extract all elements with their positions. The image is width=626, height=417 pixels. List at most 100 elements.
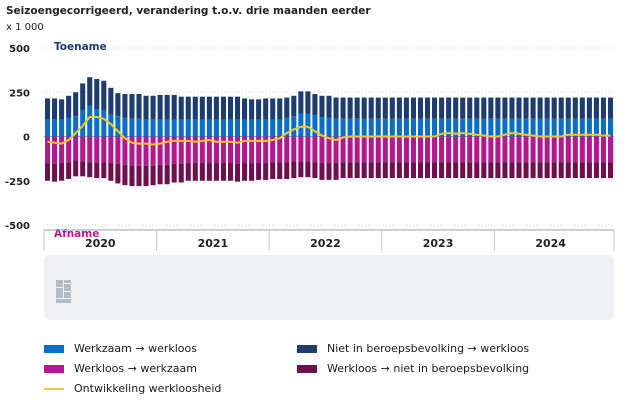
bar-2-47 <box>375 136 381 163</box>
bar-0-56 <box>439 118 445 137</box>
bar-0-80 <box>607 118 614 137</box>
bar-0-21 <box>192 119 198 137</box>
line-layer <box>47 116 611 146</box>
y-tick-label: 0 <box>23 133 30 144</box>
bar-2-59 <box>460 136 466 163</box>
year-label: 2021 <box>198 237 229 250</box>
bar-1-55 <box>432 97 438 119</box>
bar-3-0 <box>44 163 51 181</box>
bar-3-66 <box>509 162 515 179</box>
bar-1-64 <box>495 97 501 119</box>
chart-unit: x 1 000 <box>6 22 44 33</box>
bar-3-67 <box>516 162 522 179</box>
legend-item-werkzaam-werkloos: Werkzaam → werkloos <box>44 342 197 355</box>
bar-2-61 <box>474 136 480 163</box>
bar-0-38 <box>312 115 318 137</box>
bar-1-54 <box>424 97 431 119</box>
bar-2-58 <box>453 136 459 163</box>
line-ontwikkeling-werkloosheid <box>47 116 611 146</box>
bar-2-29 <box>249 136 255 164</box>
bar-2-28 <box>242 136 248 164</box>
bar-1-27 <box>234 96 241 120</box>
bar-2-17 <box>164 136 170 165</box>
bar-3-26 <box>227 163 234 181</box>
bar-0-36 <box>298 113 304 137</box>
legend-swatch <box>297 344 317 353</box>
bar-0-18 <box>171 119 177 137</box>
bar-2-19 <box>178 136 184 164</box>
bar-2-77 <box>586 136 592 163</box>
bar-3-15 <box>150 165 156 186</box>
bar-1-22 <box>199 96 205 120</box>
bar-0-39 <box>319 117 325 137</box>
bar-3-75 <box>572 162 578 179</box>
bar-3-41 <box>333 163 339 180</box>
bar-0-48 <box>382 118 388 137</box>
footer-panel <box>44 255 614 320</box>
bar-3-5 <box>80 161 86 177</box>
bar-0-61 <box>474 118 480 137</box>
bar-0-41 <box>333 118 339 137</box>
bar-2-73 <box>558 136 564 163</box>
bar-1-5 <box>80 83 86 110</box>
bar-2-1 <box>52 136 58 164</box>
bar-0-79 <box>600 118 606 137</box>
y-tick-label: 250 <box>9 88 30 99</box>
bar-0-46 <box>368 118 374 137</box>
bar-2-13 <box>136 136 142 166</box>
bar-0-76 <box>579 118 585 137</box>
bar-0-57 <box>446 118 452 137</box>
bar-0-62 <box>481 118 487 137</box>
bar-1-78 <box>593 97 599 119</box>
bar-1-66 <box>509 97 515 119</box>
bar-2-12 <box>129 136 135 166</box>
bar-3-70 <box>537 162 543 179</box>
bar-0-59 <box>460 118 466 137</box>
bar-3-56 <box>439 162 445 179</box>
bar-2-53 <box>417 136 424 163</box>
bar-3-8 <box>101 162 107 179</box>
bar-1-26 <box>227 96 234 120</box>
bar-0-11 <box>122 117 128 137</box>
bar-0-53 <box>417 118 424 137</box>
year-label: 2022 <box>310 237 341 250</box>
bar-2-40 <box>326 136 332 164</box>
bar-1-67 <box>516 97 522 119</box>
bar-1-31 <box>263 98 269 120</box>
bar-1-10 <box>115 93 121 117</box>
bar-1-48 <box>382 97 388 119</box>
bar-3-4 <box>73 160 79 177</box>
bar-3-78 <box>593 162 599 179</box>
bar-1-56 <box>439 97 445 119</box>
bar-3-44 <box>354 162 360 179</box>
bar-2-74 <box>565 136 571 163</box>
bar-3-77 <box>586 162 592 179</box>
bar-3-3 <box>66 162 72 179</box>
bar-3-19 <box>178 163 184 183</box>
bar-2-16 <box>157 136 163 165</box>
legend-line-swatch <box>44 387 64 390</box>
bar-3-63 <box>488 162 494 179</box>
legend-swatch <box>297 364 317 373</box>
bar-0-50 <box>396 118 402 137</box>
bar-0-27 <box>234 119 241 137</box>
bar-0-70 <box>537 118 543 137</box>
bar-0-71 <box>544 118 550 137</box>
year-label: 2020 <box>85 237 116 250</box>
bar-1-47 <box>375 97 381 119</box>
legend: Werkzaam → werkloos Niet in beroepsbevol… <box>0 330 626 417</box>
bar-1-9 <box>108 87 114 115</box>
bar-0-12 <box>129 118 135 137</box>
bar-1-42 <box>340 97 346 119</box>
bar-1-35 <box>291 95 297 117</box>
bar-1-36 <box>298 91 304 114</box>
bar-2-79 <box>600 136 606 163</box>
bar-1-34 <box>284 97 290 118</box>
bar-3-40 <box>326 163 332 180</box>
bar-2-36 <box>298 136 304 162</box>
y-tick-label: 500 <box>9 44 30 55</box>
bar-3-27 <box>234 163 241 182</box>
bar-1-53 <box>417 97 424 119</box>
bar-3-17 <box>164 164 170 185</box>
bar-3-52 <box>410 162 416 179</box>
